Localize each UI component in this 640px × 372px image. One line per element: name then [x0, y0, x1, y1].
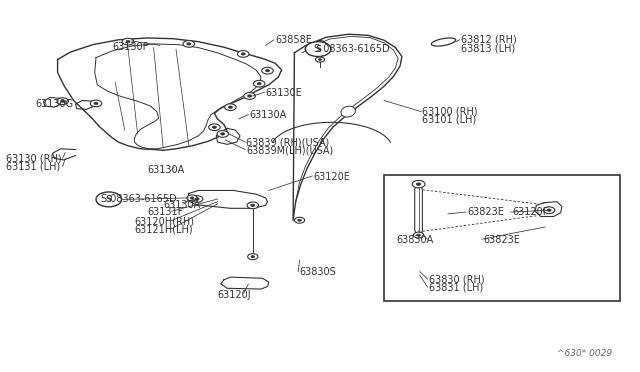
Circle shape [126, 41, 130, 43]
Text: 63130G: 63130G [35, 99, 74, 109]
Circle shape [316, 57, 324, 62]
Bar [384, 175, 620, 301]
Text: 63101 (LH): 63101 (LH) [422, 115, 477, 125]
Text: 63130 (RH): 63130 (RH) [6, 153, 62, 163]
Circle shape [253, 80, 265, 87]
Text: 63120J: 63120J [218, 290, 252, 299]
Circle shape [183, 41, 195, 47]
Text: 63831 (LH): 63831 (LH) [429, 283, 483, 293]
Circle shape [90, 100, 102, 107]
Circle shape [228, 106, 232, 108]
Circle shape [212, 126, 216, 128]
Text: 63131 (LH): 63131 (LH) [6, 161, 61, 171]
Text: 63812 (RH): 63812 (RH) [461, 35, 516, 45]
Circle shape [241, 53, 245, 55]
Text: S: S [106, 195, 112, 204]
Circle shape [294, 217, 305, 223]
Circle shape [417, 234, 420, 236]
Text: 63830S: 63830S [300, 267, 336, 277]
Circle shape [257, 83, 261, 85]
Circle shape [209, 124, 220, 131]
Circle shape [225, 104, 236, 110]
Circle shape [244, 93, 255, 99]
Circle shape [262, 67, 273, 74]
Text: 63858E: 63858E [275, 35, 312, 45]
Circle shape [305, 42, 331, 57]
Text: 63813 (LH): 63813 (LH) [461, 44, 515, 53]
Circle shape [412, 180, 425, 188]
Circle shape [187, 43, 191, 45]
Text: 63823E: 63823E [483, 235, 520, 245]
Circle shape [61, 100, 65, 102]
Circle shape [248, 95, 252, 97]
Circle shape [319, 59, 321, 60]
Circle shape [94, 102, 98, 105]
Text: 63130A: 63130A [250, 110, 287, 120]
Text: 63830A: 63830A [397, 235, 434, 245]
Text: ^630* 0029: ^630* 0029 [557, 349, 612, 358]
Text: S 08363-6165D: S 08363-6165D [314, 45, 389, 54]
Text: 63130F: 63130F [112, 42, 148, 51]
Circle shape [122, 38, 134, 45]
Ellipse shape [431, 38, 456, 46]
Text: 63130A: 63130A [164, 200, 201, 209]
Circle shape [57, 98, 68, 105]
Circle shape [190, 197, 194, 199]
Circle shape [191, 196, 203, 202]
Circle shape [547, 209, 551, 211]
Circle shape [543, 207, 555, 214]
Text: 63120F: 63120F [512, 207, 548, 217]
Circle shape [314, 41, 326, 47]
Ellipse shape [341, 106, 355, 117]
Circle shape [251, 204, 255, 206]
Circle shape [237, 51, 249, 57]
Text: 63839 (RH)(USA): 63839 (RH)(USA) [246, 137, 330, 147]
Circle shape [221, 133, 225, 135]
Circle shape [251, 256, 255, 258]
Text: 63120H(RH): 63120H(RH) [134, 217, 195, 226]
Circle shape [318, 43, 322, 45]
Circle shape [96, 192, 122, 207]
Text: S: S [315, 45, 321, 54]
Text: 63823E: 63823E [467, 207, 504, 217]
Circle shape [266, 70, 269, 72]
Text: S 08363-6165D: S 08363-6165D [101, 195, 177, 204]
Text: 63121H(LH): 63121H(LH) [134, 225, 193, 234]
Text: 63120E: 63120E [314, 172, 351, 182]
Circle shape [298, 219, 301, 221]
Circle shape [217, 131, 228, 137]
Text: 63130E: 63130E [266, 88, 302, 98]
Text: 63100 (RH): 63100 (RH) [422, 107, 478, 116]
Text: 63839M(LH)(USA): 63839M(LH)(USA) [246, 145, 333, 155]
Text: 63131F: 63131F [147, 207, 184, 217]
Text: 63130A: 63130A [147, 165, 184, 175]
Circle shape [247, 202, 259, 209]
Circle shape [187, 195, 197, 201]
Circle shape [413, 232, 424, 238]
Circle shape [248, 254, 258, 260]
Circle shape [416, 183, 421, 185]
Text: 63830 (RH): 63830 (RH) [429, 275, 484, 285]
Circle shape [195, 198, 199, 200]
